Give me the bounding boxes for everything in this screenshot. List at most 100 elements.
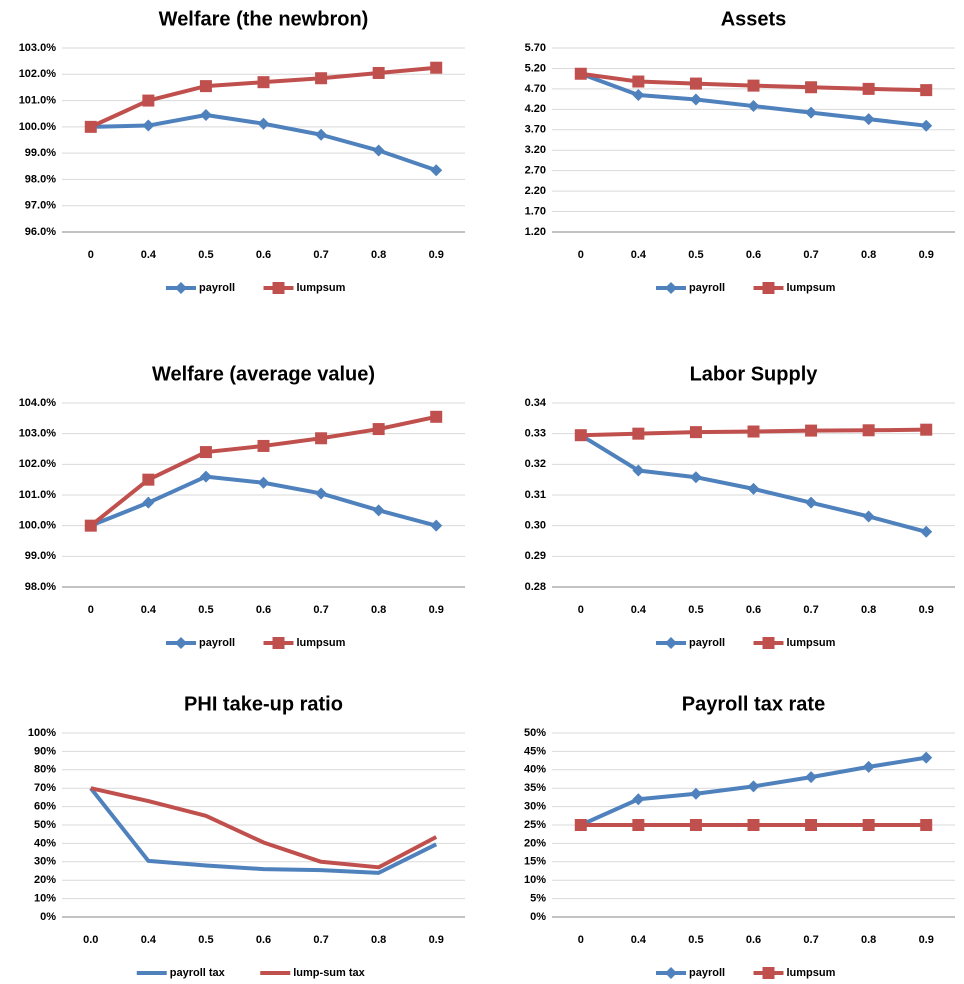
y-tick-label: 35% [524,782,546,794]
x-tick-label: 0 [578,934,584,946]
y-tick-label: 104.0% [19,397,57,409]
marker [199,109,212,122]
marker [142,473,155,486]
y-tick-label: 25% [524,819,546,831]
marker [574,819,587,831]
y-tick-label: 0.28 [525,581,546,593]
x-tick-label: 0 [578,249,584,261]
marker [199,470,212,483]
marker [862,424,875,437]
x-tick-label: 0.8 [371,249,386,261]
marker [689,787,702,800]
marker [805,819,818,831]
marker [632,427,645,440]
marker [632,464,645,477]
x-tick-label: 0.7 [313,249,328,261]
marker [762,282,775,294]
chart: Labor Supply 0.28 0.29 0.30 0.31 0.32 0.33 0.34… [525,363,955,649]
chart-title: Payroll tax rate [682,693,825,715]
y-tick-label: 60% [34,801,56,813]
x-tick-label: 0 [88,249,94,261]
legend-label: lumpsum [297,637,346,649]
y-tick-label: 103.0% [19,42,57,54]
chart-title: Welfare (the newbron) [159,8,369,30]
marker [430,164,443,177]
y-tick-label: 103.0% [19,428,57,440]
marker [862,819,875,831]
y-tick-label: 102.0% [19,458,57,470]
y-tick-label: 98.0% [25,581,56,593]
y-tick-label: 5.20 [525,62,546,74]
marker [430,410,443,423]
y-tick-label: 5.70 [525,42,546,54]
y-tick-label: 0.34 [525,397,547,409]
x-tick-label: 0.5 [198,249,213,261]
marker [689,471,702,484]
x-tick-label: 0.6 [746,249,761,261]
marker [747,780,760,793]
marker [257,476,270,489]
x-tick-label: 0.8 [371,604,386,616]
legend-label: lumpsum [787,282,836,294]
y-tick-label: 45% [524,745,546,757]
y-tick-label: 2.70 [525,165,546,177]
marker [920,819,933,831]
y-tick-label: 100% [28,727,56,739]
y-tick-label: 5% [530,893,546,905]
y-tick-label: 4.20 [525,103,546,115]
chart-title: Assets [721,8,787,30]
chart: PHI take-up ratio 0% 10% 20% 30% 40% 50% 60% 70%… [28,693,465,979]
marker [372,504,385,517]
marker [862,760,875,773]
marker [747,79,760,92]
marker [257,117,270,130]
chart-title: Labor Supply [690,363,819,385]
marker [665,282,677,294]
x-tick-label: 0.8 [371,934,386,946]
y-tick-label: 20% [524,837,546,849]
y-tick-label: 102.0% [19,68,57,80]
x-tick-label: 0.5 [688,249,703,261]
legend-label: payroll tax [170,967,226,979]
x-tick-label: 0.6 [256,934,271,946]
y-tick-label: 99.0% [25,550,56,562]
y-tick-label: 40% [34,837,56,849]
marker [805,496,818,509]
marker [430,61,443,74]
x-tick-label: 0.9 [919,249,934,261]
y-tick-label: 0% [530,911,546,923]
marker [689,93,702,106]
x-tick-label: 0.7 [803,604,818,616]
x-tick-label: 0.4 [141,934,157,946]
y-tick-label: 99.0% [25,147,56,159]
x-tick-label: 0.9 [919,934,934,946]
marker [84,120,97,133]
marker [805,424,818,437]
y-tick-label: 3.70 [525,124,546,136]
marker [272,282,285,294]
x-tick-label: 0.7 [313,604,328,616]
marker [689,77,702,90]
marker [372,423,385,436]
marker [689,426,702,439]
chart: Welfare (the newbron) 96.0% 97.0% 98.0% 99.0… [19,8,465,294]
marker [665,637,677,649]
chart-title: Welfare (average value) [152,363,375,385]
chart: Welfare (average value) 98.0% 99.0% 100.0% 1… [19,363,465,649]
y-tick-label: 2.20 [525,185,546,197]
marker [805,106,818,119]
chart: Assets 1.20 1.70 2.20 2.70 3.20 3.70 4.20 4.70 5.… [525,8,955,294]
marker [84,519,97,532]
marker [665,967,677,979]
x-tick-label: 0.4 [631,934,647,946]
y-tick-label: 50% [34,819,56,831]
legend-label: lumpsum [297,282,346,294]
x-tick-label: 0.5 [198,934,213,946]
y-tick-label: 96.0% [25,226,56,238]
marker [762,637,775,649]
legend-label: lumpsum [787,967,836,979]
x-tick-label: 0.4 [631,249,647,261]
marker [315,72,328,85]
chart-title: PHI take-up ratio [184,693,343,715]
y-tick-label: 15% [524,856,546,868]
